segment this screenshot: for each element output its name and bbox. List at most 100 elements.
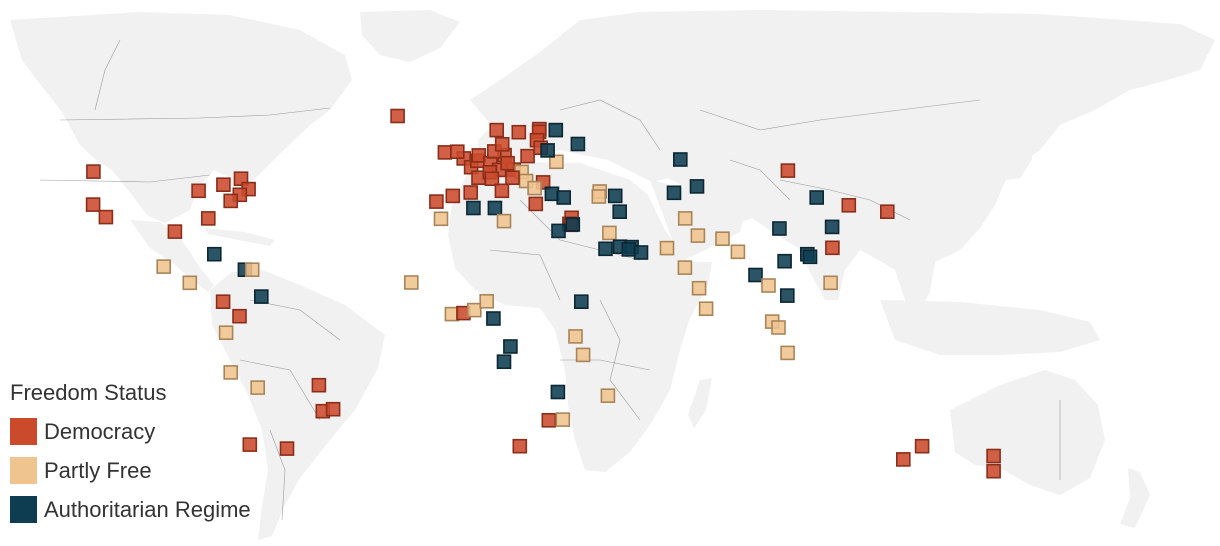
marker-washington[interactable]: Washington — [223, 193, 238, 209]
marker-oslo[interactable]: Oslo — [489, 122, 505, 138]
marker-muscat[interactable]: Muscat — [633, 245, 649, 260]
marker-kuwait[interactable]: Kuwait — [602, 225, 617, 241]
legend-item-democracy[interactable]: Democracy — [10, 412, 251, 451]
marker-kinshasa[interactable]: Kinshasa — [503, 339, 518, 354]
marker-lisbon[interactable]: Lisbon — [429, 194, 444, 209]
marker-madrid[interactable]: Madrid — [445, 188, 461, 204]
marker-luanda[interactable]: Luanda — [496, 354, 512, 370]
marker-taipei[interactable]: Taipei — [825, 240, 840, 256]
marker-ho-chi-minh[interactable]: Ho Chi Minh — [779, 288, 795, 303]
marker-cape-town[interactable]: Cape Town — [512, 438, 528, 454]
marker-riyadh[interactable]: Riyadh — [598, 241, 613, 257]
marker-caracas[interactable]: Caracas — [254, 289, 269, 304]
marker-karachi[interactable]: Karachi — [659, 240, 675, 256]
marker-hong-kong[interactable]: Hong Kong — [802, 249, 818, 265]
marker-st-petersburg[interactable]: St Petersburg — [548, 122, 564, 138]
marker-lima[interactable]: Lima — [223, 365, 238, 380]
marker-addis-ababa[interactable]: Addis Ababa — [573, 294, 589, 310]
marker-panama[interactable]: Panama — [215, 294, 231, 310]
marker-abu-dhabi[interactable]: Abu Dhabi — [621, 242, 637, 257]
marker-bogota[interactable]: Bogota — [232, 308, 247, 324]
marker-rome[interactable]: Rome — [494, 183, 510, 199]
marker-kyiv[interactable]: Kyiv — [549, 154, 564, 170]
marker-kathmandu[interactable]: Kathmandu — [715, 231, 730, 246]
marker-moscow[interactable]: Moscow — [570, 136, 586, 152]
marker-atlanta[interactable]: Atlanta — [201, 211, 216, 226]
marker-auckland[interactable]: Auckland — [986, 448, 1001, 464]
marker-maputo[interactable]: Maputo — [555, 412, 571, 427]
marker-tunis[interactable]: Tunis — [487, 200, 503, 216]
marker-antananarivo[interactable]: Antananarivo — [600, 388, 616, 404]
marker-seattle[interactable]: Seattle — [86, 164, 101, 179]
marker-copenhagen[interactable]: Copenhagen — [494, 137, 510, 152]
marker-dhaka[interactable]: Dhaka — [730, 244, 746, 260]
marker-tokyo[interactable]: Tokyo — [879, 204, 895, 219]
legend-item-authoritarian[interactable]: Authoritarian Regime — [10, 490, 251, 529]
marker-nairobi[interactable]: Nairobi — [568, 329, 583, 344]
marker-minsk[interactable]: Minsk — [540, 143, 555, 158]
marker-melbourne[interactable]: Melbourne — [895, 452, 911, 467]
marker-mumbai[interactable]: Mumbai — [677, 260, 693, 275]
marker-la-paz[interactable]: La Paz — [250, 380, 265, 395]
marker-almaty[interactable]: Almaty — [689, 179, 705, 194]
marker-brasilia[interactable]: Brasilia — [311, 377, 327, 393]
marker-ulaanbaatar[interactable]: Ulaanbaatar — [780, 163, 796, 178]
marker-johannesburg[interactable]: Johannesburg — [541, 412, 557, 428]
marker-buenos-aires[interactable]: Buenos Aires — [279, 441, 295, 456]
marker-dakar[interactable]: Dakar — [403, 275, 419, 290]
marker-barcelona[interactable]: Barcelona — [463, 185, 479, 200]
marker-chicago[interactable]: Chicago — [191, 183, 206, 199]
marker-beijing[interactable]: Beijing — [809, 190, 825, 205]
marker-douala[interactable]: Douala — [486, 311, 501, 326]
marker-astana[interactable]: Astana — [672, 152, 688, 167]
marker-warsaw[interactable]: Warsaw — [520, 148, 535, 164]
marker-reykjavik[interactable]: Reykjavik — [390, 108, 405, 124]
marker-bangkok[interactable]: Bangkok — [761, 278, 776, 293]
marker-algiers[interactable]: Algiers — [466, 200, 481, 216]
marker-chengdu[interactable]: Chengdu — [772, 221, 787, 236]
marker-rio-de-janeiro[interactable]: Rio de Janeiro — [325, 401, 341, 417]
marker-baku[interactable]: Baku — [607, 188, 623, 204]
marker-amman[interactable]: Amman — [565, 217, 581, 232]
marker-jakarta[interactable]: Jakarta — [780, 345, 795, 361]
marker-santiago[interactable]: Santiago — [242, 437, 258, 452]
marker-ankara[interactable]: Ankara — [556, 190, 572, 205]
marker-mexico-city[interactable]: Mexico City — [156, 259, 171, 274]
marker-cairo[interactable]: Cairo — [551, 223, 566, 239]
marker-manchester[interactable]: Manchester — [449, 144, 465, 159]
marker-yangon[interactable]: Yangon — [748, 267, 763, 283]
legend-item-partly-free[interactable]: Partly Free — [10, 451, 251, 490]
marker-athens[interactable]: Athens — [528, 196, 544, 212]
marker-milan[interactable]: Milan — [484, 171, 500, 186]
marker-amsterdam[interactable]: Amsterdam — [471, 148, 487, 163]
marker-tehran[interactable]: Tehran — [612, 204, 628, 219]
marker-tashkent[interactable]: Tashkent — [666, 185, 682, 201]
marker-singapore[interactable]: Singapore — [771, 320, 786, 335]
marker-shanghai[interactable]: Shanghai — [824, 219, 840, 235]
marker-tripoli[interactable]: Tripoli — [496, 213, 512, 229]
marker-toronto[interactable]: Toronto — [216, 177, 231, 192]
marker-quito[interactable]: Quito — [218, 325, 234, 341]
marker-bangalore[interactable]: Bangalore — [691, 280, 707, 296]
marker-los-angeles[interactable]: Los Angeles — [98, 209, 114, 225]
marker-dublin[interactable]: Dublin — [437, 145, 453, 160]
marker-harare[interactable]: Harare — [550, 384, 566, 400]
marker-zagreb[interactable]: Zagreb — [505, 170, 520, 185]
marker-colombo[interactable]: Colombo — [698, 301, 714, 317]
marker-sydney[interactable]: Sydney — [914, 438, 930, 454]
marker-seoul[interactable]: Seoul — [841, 198, 857, 213]
marker-islamabad[interactable]: Islamabad — [677, 211, 693, 226]
marker-stockholm[interactable]: Stockholm — [511, 124, 527, 140]
marker-wellington[interactable]: Wellington — [986, 463, 1001, 479]
marker-yerevan[interactable]: Yerevan — [591, 189, 607, 204]
marker-manila[interactable]: Manila — [823, 275, 838, 291]
marker-hanoi[interactable]: Hanoi — [777, 253, 792, 269]
marker-sofia[interactable]: Sofia — [527, 180, 542, 196]
marker-guatemala[interactable]: Guatemala — [182, 275, 198, 291]
marker-abuja[interactable]: Abuja — [479, 293, 495, 309]
marker-prague[interactable]: Prague — [500, 155, 515, 171]
marker-casablanca[interactable]: Casablanca — [433, 211, 449, 227]
marker-havana[interactable]: Havana — [207, 246, 222, 262]
marker-houston[interactable]: Houston — [167, 224, 183, 239]
